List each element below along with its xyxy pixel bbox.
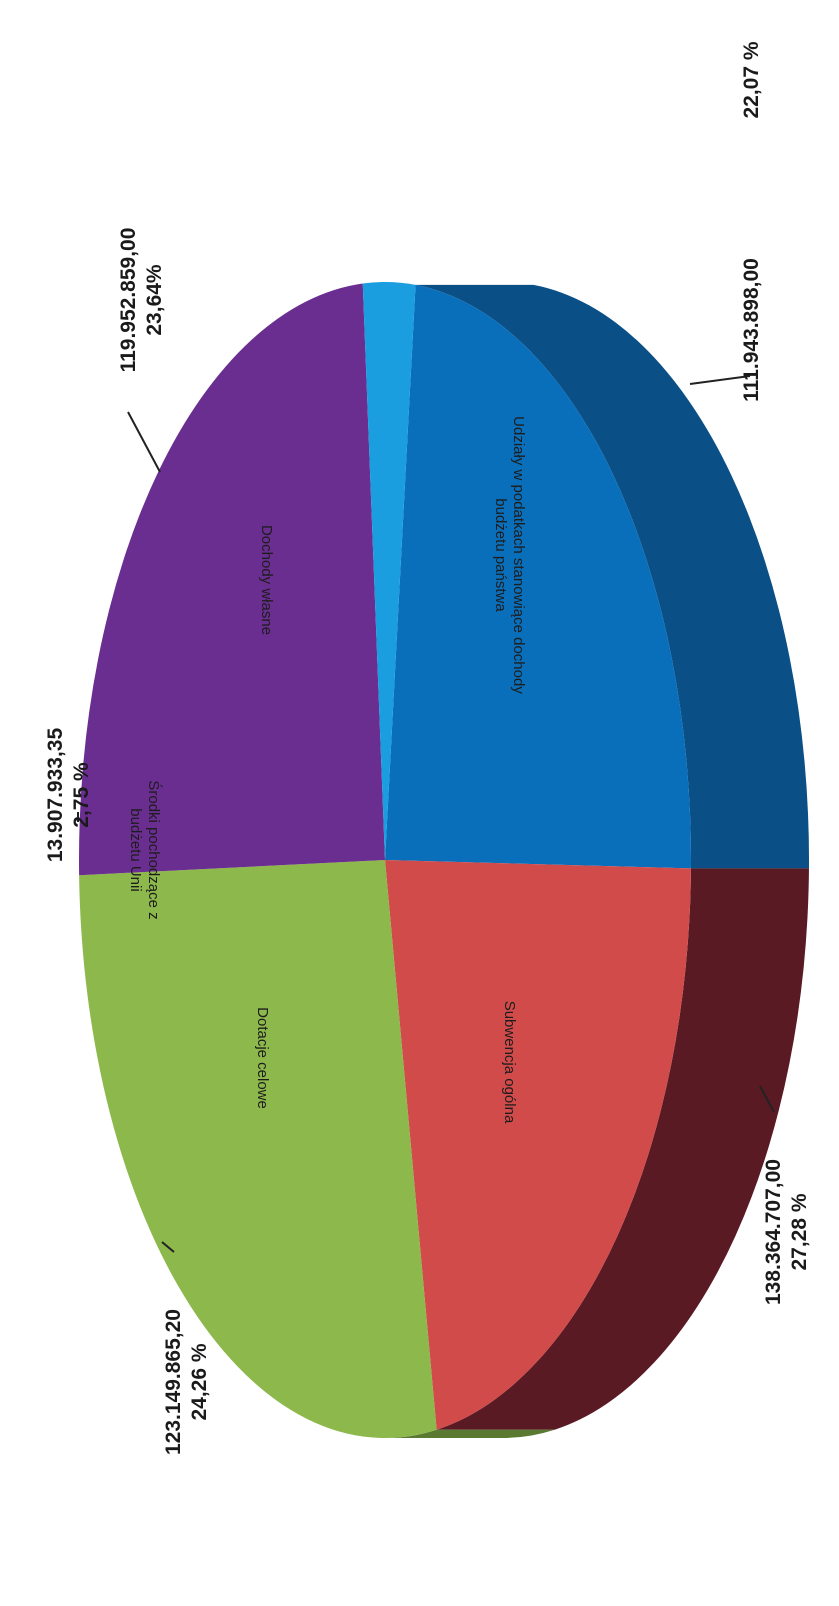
slice-value: 138.364.707,00	[762, 1159, 785, 1305]
pie-slice	[385, 860, 691, 1430]
value-callout: 138.364.707,00 27,28 %	[762, 1159, 811, 1305]
slice-value: 13.907.933,35	[44, 728, 67, 863]
pie-side-wall	[415, 284, 809, 869]
leader-line	[161, 1241, 175, 1253]
slice-labels: Dochody własne Udziały w podatkach stanow…	[127, 416, 527, 1124]
leader-line	[127, 411, 161, 473]
slice-label-line: Dotacje celowe	[254, 1007, 271, 1109]
leader-line	[759, 1085, 775, 1113]
pie-slice	[385, 284, 691, 869]
value-callouts: 119.952.859,00 23,64% 111.943.898,00 22,07 …	[44, 41, 811, 1455]
slice-label: Środki pochodzące zbudżetu Unii	[127, 780, 163, 919]
slice-percent: 2,75 %	[70, 762, 93, 828]
slice-label: Dochody własne	[258, 525, 275, 635]
value-callout: 119.952.859,00 23,64%	[117, 228, 166, 373]
pie-side-wall	[385, 1429, 555, 1438]
leader-line	[689, 375, 751, 385]
slice-percent: 23,64%	[143, 264, 166, 336]
slice-percent: 22,07 %	[740, 41, 763, 118]
pie-slice	[78, 283, 385, 876]
slice-label-line: Środki pochodzące z	[145, 780, 163, 919]
pie-slice	[362, 282, 416, 860]
slice-label-line: budżetu Unii	[127, 808, 144, 891]
slice-label: Udziały w podatkach stanowiące dochodybu…	[492, 416, 527, 694]
slice-label: Subwencja ogólna	[501, 1001, 518, 1124]
slice-label-line: Dochody własne	[258, 525, 275, 635]
slice-label-line: Udziały w podatkach stanowiące dochody	[510, 416, 527, 694]
slice-percent: 27,28 %	[788, 1193, 811, 1270]
value-callout: 13.907.933,35 2,75 %	[44, 728, 93, 863]
slice-value: 123.149.865,20	[162, 1309, 185, 1455]
slice-value: 111.943.898,00	[740, 258, 763, 402]
pie-slice	[79, 860, 437, 1438]
slice-label-line: budżetu państwa	[492, 498, 509, 612]
pie-top-faces	[78, 282, 691, 1438]
slice-label: Dotacje celowe	[254, 1007, 271, 1109]
pie-side-walls	[385, 284, 809, 1438]
value-callout: 111.943.898,00 22,07 %	[740, 41, 763, 402]
slice-label-line: Subwencja ogólna	[501, 1001, 518, 1124]
slice-percent: 24,26 %	[188, 1343, 211, 1420]
value-callout: 123.149.865,20 24,26 %	[162, 1309, 211, 1455]
slice-value: 119.952.859,00	[117, 228, 140, 373]
pie-side-wall	[436, 868, 809, 1430]
